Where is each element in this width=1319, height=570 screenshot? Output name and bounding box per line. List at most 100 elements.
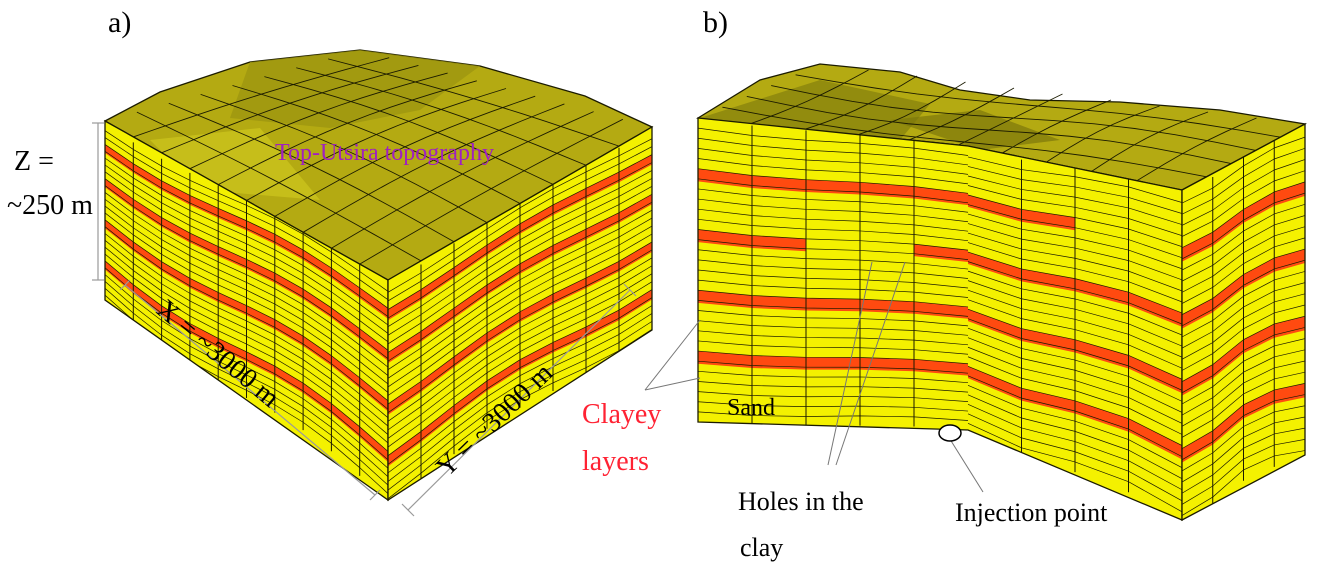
- panel-b-right-clay-cell: [1243, 389, 1275, 419]
- panel-b-front-right-clay-cell: [968, 309, 1022, 341]
- panel-a-top-grid-line: [328, 58, 620, 147]
- panel-a-right-clay-cell: [553, 326, 586, 353]
- panel-b-front-right-clay-cell: [968, 366, 1022, 401]
- panel-a-right-clay-cell: [487, 359, 520, 391]
- panel-a-right-clay-cell: [520, 245, 553, 274]
- panel-b-front-right-clay-cell: [1075, 278, 1129, 306]
- panel-a-front-clay-cell: [161, 261, 190, 288]
- panel-b-front-left-clay-cell: [752, 355, 806, 370]
- panel-a-front-clay-cell: [331, 307, 360, 339]
- panel-a-front-clay-cell: [331, 403, 360, 438]
- panel-a-front-clay-cell: [274, 234, 304, 260]
- panel-b-front-left-layer-line: [698, 330, 969, 346]
- panel-a-z-label-line2: ~250 m: [7, 190, 93, 221]
- panel-a-right-clay-cell: [619, 154, 652, 183]
- panel-b-top-grid-line: [794, 75, 918, 133]
- panel-b-front-left-layer-line: [698, 360, 969, 374]
- panel-b-front-left-clay-cell: [806, 298, 860, 312]
- panel-a-right-clay-cell: [388, 381, 421, 415]
- panel-b-front-left-layer-line: [698, 249, 969, 270]
- panel-a-right-clay-cell: [586, 172, 619, 199]
- panel-b-front-left-layer-line: [698, 300, 969, 317]
- panel-a-right-face: [388, 127, 652, 500]
- panel-b-front-left-layer-line: [698, 320, 969, 336]
- panel-b-front-left-clay-cell: [752, 295, 806, 311]
- panel-a-right-clay-cell: [586, 310, 619, 338]
- panel-a-right-clay-cell: [619, 194, 652, 223]
- panel-a-front-clay-cell: [218, 208, 247, 231]
- panel-b-front-right-clay-cell: [1021, 388, 1075, 414]
- panel-b-right-clay-cell: [1274, 181, 1305, 206]
- panel-a-front-clay-cell: [218, 246, 247, 269]
- panel-b-front-right-clay-cell: [1021, 209, 1075, 231]
- panel-a-front-grid: [105, 130, 388, 494]
- panel-b-front-left-layer-line: [698, 218, 969, 242]
- panel-b-front-left-layer-line: [698, 208, 969, 232]
- panel-a-front-clay-cell: [331, 267, 360, 299]
- panel-b-front-left-layer-line: [698, 158, 969, 185]
- panel-b-top-grid-line: [988, 99, 1112, 162]
- panel-a-front-clay-cell: [189, 278, 219, 302]
- panel-a-top-grid-line: [296, 67, 587, 166]
- panel-b-right-clay-cell: [1243, 323, 1275, 354]
- panel-b: b) Cl: [582, 6, 1307, 562]
- panel-b-right-grid: [1182, 136, 1305, 516]
- panel-b-front-grid: [698, 125, 1182, 513]
- panel-b-leader-lines: [644, 261, 984, 493]
- panel-b-front-left-layer-line: [698, 168, 969, 194]
- panel-a-front-clay-cell: [161, 217, 190, 243]
- panel-a-right-clay-cell: [586, 212, 619, 240]
- panel-a-front-clay-cell: [331, 355, 360, 388]
- panel-a-right-clay-cell: [454, 244, 487, 278]
- injection-point-marker: [938, 424, 962, 442]
- sand-label: Sand: [727, 395, 775, 421]
- panel-a-right-clay-cell: [553, 188, 586, 216]
- panel-b-top-grid-line: [1036, 105, 1160, 169]
- panel-b-label: b): [703, 6, 728, 39]
- panel-a-front-clay-cell: [218, 292, 247, 316]
- panel-a-right-clay-cell: [586, 261, 619, 289]
- clayey-layers-label-line2: layers: [582, 446, 649, 477]
- panel-a-front-clay-cell: [161, 305, 190, 333]
- panel-b-front-right-clay-cell: [1075, 339, 1129, 369]
- holes-label-line2: clay: [740, 533, 783, 562]
- panel-a-top-grid-line: [200, 93, 488, 224]
- panel-a-right-clay-cell: [487, 263, 520, 295]
- panel-a-front-clay-cell: [189, 195, 219, 218]
- panel-a-dimension-lines: [92, 122, 637, 517]
- panel-b-right-face: [1182, 124, 1305, 520]
- panel-b-front-left-clay-cell: [698, 290, 752, 309]
- panel-a-front-clay-cell: [246, 351, 275, 376]
- panel-a-front-clay-cell: [274, 273, 304, 299]
- panel-a-front-clay-cell: [303, 289, 332, 318]
- panel-b-front-left-layer-line: [698, 289, 969, 308]
- panel-b-right-clay-cell: [1274, 316, 1305, 338]
- panel-b-top-grid-line: [843, 81, 966, 141]
- panel-a-front-clay-cell: [246, 305, 275, 330]
- panel-a-right-clay-cell: [388, 431, 421, 467]
- panel-b-front-left-layer-line: [698, 340, 969, 355]
- panel-b-front-right-clay-cell: [1128, 418, 1182, 460]
- panel-b-front-left-layer-line: [698, 229, 969, 251]
- panel-a-front-clay-cell: [246, 259, 275, 283]
- panel-a-front-clay-cell: [303, 336, 332, 366]
- panel-a-z-label-line1: Z =: [14, 146, 54, 177]
- panel-a-top-grid: [133, 57, 624, 265]
- injection-point-label: Injection point: [955, 498, 1108, 527]
- panel-b-front-left-layer-line: [698, 269, 969, 289]
- panel-a-right-clay-cell: [454, 284, 487, 319]
- panel-b-front-left-layer-line: [698, 239, 969, 260]
- panel-a-right-clay-cell: [553, 277, 586, 305]
- panel-b-front-right-clay-cell: [968, 252, 1022, 282]
- panel-b-right-clay-cell: [1182, 298, 1213, 329]
- panel-b-front-left-clay-cell: [698, 168, 752, 189]
- panel-b-front-left-clay-cell: [752, 235, 806, 252]
- panel-b-front-left-clay-cell: [860, 299, 914, 314]
- panel-b-right-clay-cell: [1243, 191, 1275, 223]
- panel-a-label: a): [108, 6, 131, 39]
- panel-b-top-grid-line: [771, 85, 1256, 151]
- panel-a-front-clay-cell: [218, 338, 247, 362]
- panel-b-front-right-clay-cell: [1021, 268, 1075, 292]
- panel-b-front-left-layer-line: [698, 391, 969, 402]
- panel-a-front-clay-cell: [246, 220, 275, 244]
